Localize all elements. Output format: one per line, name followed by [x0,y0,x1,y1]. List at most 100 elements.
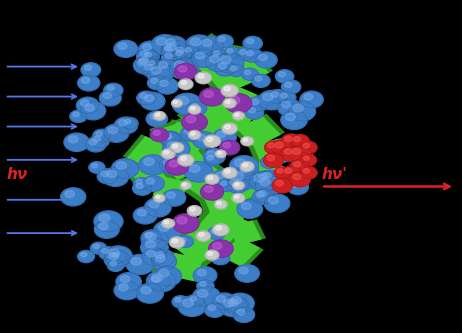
Circle shape [225,94,252,113]
Circle shape [287,179,308,194]
Circle shape [237,164,259,180]
Circle shape [288,146,311,162]
Circle shape [172,93,202,115]
Circle shape [160,131,181,147]
PathPatch shape [176,33,239,79]
Circle shape [145,95,154,102]
Circle shape [151,252,176,270]
Circle shape [172,144,177,148]
Circle shape [215,200,227,209]
Circle shape [164,220,169,224]
Circle shape [218,37,225,42]
Circle shape [211,49,227,61]
PathPatch shape [228,220,261,245]
Circle shape [98,247,116,259]
Circle shape [217,296,225,302]
Circle shape [146,178,154,184]
Circle shape [291,135,309,148]
PathPatch shape [205,58,257,95]
PathPatch shape [253,138,292,166]
Circle shape [244,70,251,75]
Circle shape [153,112,165,120]
Circle shape [226,293,254,313]
PathPatch shape [157,251,203,281]
PathPatch shape [205,202,248,235]
Circle shape [258,91,285,110]
Circle shape [195,52,205,59]
Circle shape [233,307,255,322]
Circle shape [281,80,301,94]
Circle shape [196,134,206,141]
Circle shape [68,136,78,143]
Circle shape [265,141,282,154]
Circle shape [166,39,175,46]
PathPatch shape [191,204,253,245]
Circle shape [227,49,233,53]
Circle shape [175,64,197,80]
Circle shape [186,116,196,123]
Circle shape [172,296,189,308]
Circle shape [281,111,307,130]
Circle shape [155,252,164,258]
Circle shape [178,296,206,316]
Circle shape [200,88,225,106]
Circle shape [104,83,123,97]
Circle shape [183,299,194,307]
Circle shape [204,91,213,98]
Circle shape [254,174,265,182]
Circle shape [85,137,106,152]
Circle shape [118,284,128,291]
Circle shape [141,62,161,77]
Circle shape [220,56,231,64]
Circle shape [73,112,79,117]
Circle shape [142,248,167,265]
Circle shape [145,198,171,217]
Circle shape [277,91,296,104]
Circle shape [141,230,169,249]
Circle shape [237,200,262,218]
Circle shape [293,162,301,167]
Circle shape [173,101,177,104]
Circle shape [160,80,168,87]
Circle shape [301,155,316,166]
Circle shape [70,110,87,123]
Circle shape [222,167,237,178]
Circle shape [136,283,164,303]
Circle shape [118,120,127,126]
Circle shape [190,296,197,301]
Circle shape [213,51,219,55]
Circle shape [166,192,175,198]
Circle shape [137,209,146,216]
PathPatch shape [171,226,226,265]
Circle shape [204,135,220,147]
PathPatch shape [159,121,211,158]
PathPatch shape [154,141,216,182]
PathPatch shape [248,137,297,167]
Circle shape [267,155,274,161]
PathPatch shape [176,96,239,142]
Circle shape [190,38,201,46]
Circle shape [120,275,130,282]
Circle shape [272,140,293,155]
Circle shape [199,232,204,236]
Text: hν: hν [7,167,28,182]
Circle shape [178,155,194,166]
Circle shape [182,183,186,186]
Circle shape [141,286,151,294]
Circle shape [181,156,187,161]
Circle shape [191,50,216,67]
Circle shape [237,309,245,315]
PathPatch shape [217,235,264,269]
Circle shape [255,76,262,81]
Circle shape [263,153,284,167]
Circle shape [172,48,192,62]
PathPatch shape [151,250,209,282]
Circle shape [193,287,220,307]
Circle shape [216,172,225,178]
Circle shape [300,142,317,154]
Circle shape [239,50,246,54]
Circle shape [225,297,249,314]
Circle shape [260,170,280,185]
Circle shape [166,43,176,51]
Circle shape [226,177,249,193]
